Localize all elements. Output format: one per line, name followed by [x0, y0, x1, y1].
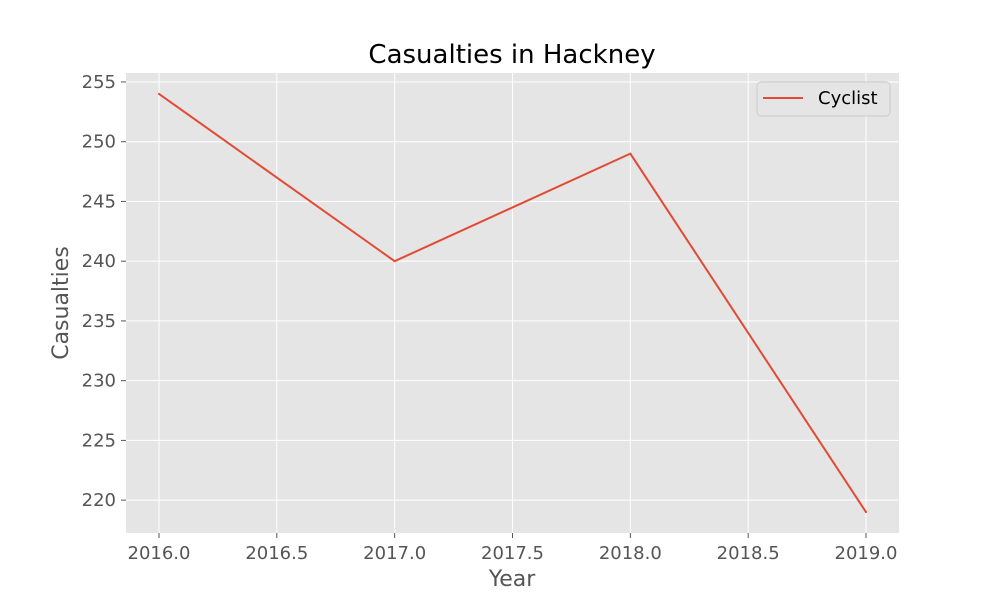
x-tick-label: 2019.0: [835, 543, 898, 564]
x-tick-label: 2016.0: [128, 543, 191, 564]
series-layer: [157, 92, 868, 514]
data-point: [629, 152, 632, 155]
data-point: [157, 92, 160, 95]
x-tick-label: 2018.5: [717, 543, 780, 564]
grid-lines: [126, 73, 899, 533]
series-line-cyclist: [158, 93, 867, 513]
y-tick-label: 235: [82, 311, 116, 332]
y-tick-label: 245: [82, 191, 116, 212]
x-tick-label: 2017.5: [481, 543, 544, 564]
x-tick-label: 2016.5: [245, 543, 308, 564]
chart-title: Casualties in Hackney: [368, 40, 655, 70]
x-tick-label: 2017.0: [363, 543, 426, 564]
legend-box: [756, 81, 891, 117]
y-tick-label: 250: [82, 132, 116, 153]
legend: Cyclist: [756, 81, 891, 117]
y-tick-label: 220: [82, 490, 116, 511]
x-axis-title: Year: [488, 567, 537, 592]
data-point: [865, 511, 868, 514]
data-point: [393, 260, 396, 263]
y-tick-label: 255: [82, 72, 116, 93]
y-axis-ticks: 220 225 230 235 240 245 250 255: [82, 72, 126, 511]
y-tick-label: 225: [82, 430, 116, 451]
x-tick-label: 2018.0: [599, 543, 662, 564]
y-tick-label: 230: [82, 371, 116, 392]
y-tick-label: 240: [82, 251, 116, 272]
legend-label-cyclist: Cyclist: [818, 88, 878, 109]
y-axis-title: Casualties: [49, 246, 74, 360]
x-axis-ticks: 2016.0 2016.5 2017.0 2017.5 2018.0 2018.5 2019…: [128, 533, 898, 564]
